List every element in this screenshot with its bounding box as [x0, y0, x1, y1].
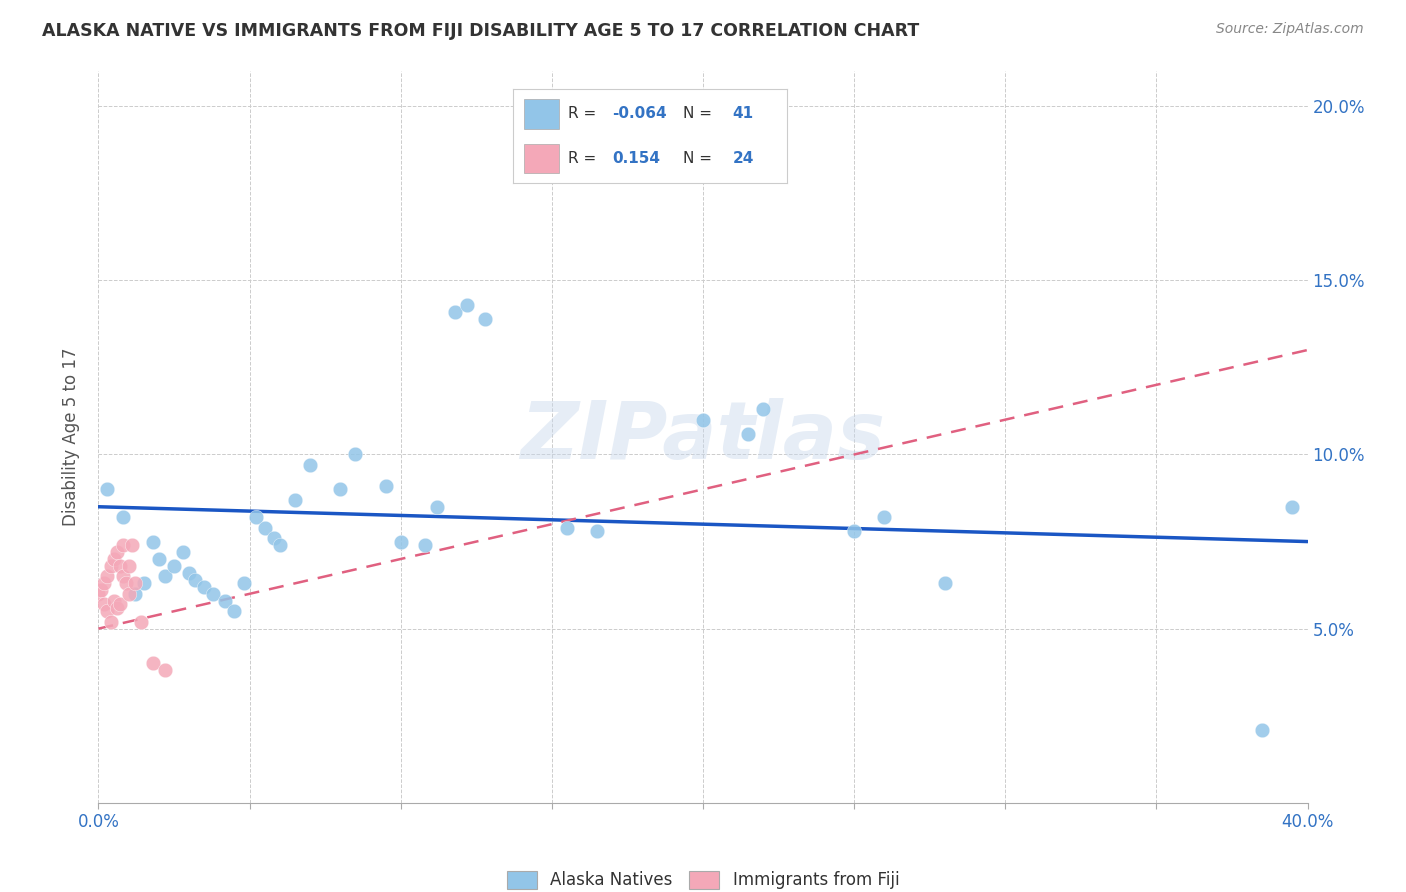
Point — [1281, 500, 1303, 514]
Point — [142, 657, 165, 671]
Text: R =: R = — [568, 106, 602, 121]
Point — [124, 576, 146, 591]
Point — [179, 566, 201, 580]
Point — [111, 538, 134, 552]
Text: N =: N = — [683, 151, 717, 166]
Point — [153, 569, 176, 583]
Point — [184, 573, 207, 587]
Text: 24: 24 — [733, 151, 754, 166]
Point — [586, 524, 609, 538]
Point — [474, 311, 496, 326]
Point — [121, 538, 143, 552]
Point — [934, 576, 956, 591]
Point — [100, 615, 122, 629]
Point — [329, 483, 352, 497]
Point — [114, 576, 136, 591]
Point — [100, 558, 122, 573]
Point — [108, 558, 131, 573]
Point — [193, 580, 215, 594]
Text: N =: N = — [683, 106, 717, 121]
Point — [90, 583, 112, 598]
Point — [456, 298, 478, 312]
Bar — [524, 98, 558, 128]
Point — [413, 538, 436, 552]
Point — [214, 594, 236, 608]
Point — [844, 524, 866, 538]
Point — [153, 664, 176, 678]
Text: 41: 41 — [733, 106, 754, 121]
Point — [253, 521, 276, 535]
Point — [105, 600, 128, 615]
Point — [692, 412, 714, 426]
Point — [132, 576, 155, 591]
Point — [163, 558, 186, 573]
Point — [202, 587, 225, 601]
Point — [96, 604, 118, 618]
Text: R =: R = — [568, 151, 602, 166]
Point — [96, 569, 118, 583]
Point — [111, 510, 134, 524]
Point — [108, 597, 131, 611]
Point — [111, 569, 134, 583]
Point — [96, 483, 118, 497]
Point — [224, 604, 246, 618]
Point — [737, 426, 759, 441]
Point — [87, 587, 110, 601]
Point — [374, 479, 396, 493]
Text: ZIPatlas: ZIPatlas — [520, 398, 886, 476]
Point — [232, 576, 254, 591]
Point — [142, 534, 165, 549]
Point — [93, 576, 115, 591]
Point — [426, 500, 449, 514]
Point — [129, 615, 152, 629]
Legend: Alaska Natives, Immigrants from Fiji: Alaska Natives, Immigrants from Fiji — [499, 863, 907, 892]
Point — [93, 597, 115, 611]
Point — [752, 402, 775, 417]
Point — [344, 448, 367, 462]
Point — [263, 531, 285, 545]
Text: -0.064: -0.064 — [612, 106, 666, 121]
Text: 0.154: 0.154 — [612, 151, 659, 166]
Point — [555, 521, 578, 535]
Bar — [524, 144, 558, 173]
Text: ALASKA NATIVE VS IMMIGRANTS FROM FIJI DISABILITY AGE 5 TO 17 CORRELATION CHART: ALASKA NATIVE VS IMMIGRANTS FROM FIJI DI… — [42, 22, 920, 40]
Point — [284, 492, 307, 507]
Point — [873, 510, 896, 524]
Point — [118, 587, 141, 601]
Point — [103, 594, 125, 608]
Point — [1251, 723, 1274, 737]
Y-axis label: Disability Age 5 to 17: Disability Age 5 to 17 — [62, 348, 80, 526]
Point — [444, 304, 467, 318]
Point — [299, 458, 322, 472]
Point — [245, 510, 267, 524]
Point — [389, 534, 412, 549]
Point — [172, 545, 194, 559]
Point — [148, 552, 170, 566]
Text: Source: ZipAtlas.com: Source: ZipAtlas.com — [1216, 22, 1364, 37]
Point — [124, 587, 146, 601]
Point — [105, 545, 128, 559]
Point — [103, 552, 125, 566]
Point — [269, 538, 291, 552]
Point — [118, 558, 141, 573]
